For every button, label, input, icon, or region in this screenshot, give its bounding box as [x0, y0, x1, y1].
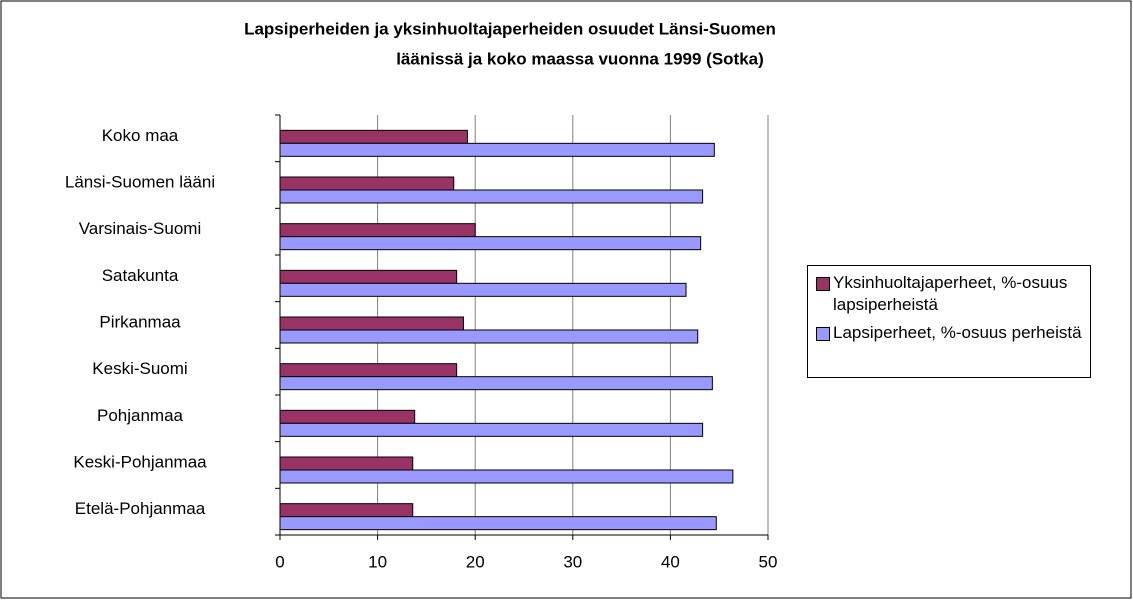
bar	[279, 409, 416, 424]
y-tick-label: Etelä-Pohjanmaa	[75, 499, 206, 518]
legend: Yksinhuoltajaperheet, %-osuus lapsiperhe…	[807, 265, 1091, 378]
legend-swatch	[816, 277, 830, 291]
bar	[279, 189, 704, 204]
bar	[279, 329, 699, 344]
chart-title: läänissä ja koko maassa vuonna 1999 (Sot…	[396, 49, 764, 68]
y-tick-label: Koko maa	[102, 126, 179, 145]
chart-title: Lapsiperheiden ja yksinhuoltajaperheiden…	[244, 19, 776, 38]
bar	[279, 223, 476, 238]
bar	[279, 236, 702, 251]
x-tick-label: 20	[466, 552, 485, 571]
x-tick-label: 10	[368, 552, 387, 571]
bar	[279, 456, 414, 471]
y-tick-label: Varsinais-Suomi	[79, 219, 202, 238]
bar	[279, 142, 715, 157]
legend-swatch	[816, 327, 830, 341]
legend-label: Lapsiperheet, %-osuus perheistä	[833, 323, 1082, 342]
y-tick-label: Keski-Pohjanmaa	[73, 452, 207, 471]
bar	[279, 129, 468, 144]
y-tick-label: Satakunta	[102, 266, 179, 285]
y-tick-label: Pohjanmaa	[97, 406, 184, 425]
x-tick-label: 40	[661, 552, 680, 571]
bar	[279, 503, 414, 518]
bar	[279, 269, 458, 284]
x-tick-label: 30	[563, 552, 582, 571]
bar	[279, 282, 687, 297]
x-tick-label: 0	[275, 552, 284, 571]
y-tick-label: Pirkanmaa	[99, 312, 181, 331]
bar	[279, 469, 734, 484]
legend-item: Yksinhuoltajaperheet, %-osuus lapsiperhe…	[816, 272, 1082, 316]
legend-label: Yksinhuoltajaperheet, %-osuus lapsiperhe…	[833, 273, 1068, 314]
bar	[279, 316, 464, 331]
bar	[279, 363, 458, 378]
bar	[279, 422, 704, 437]
bar	[279, 516, 717, 531]
bar	[279, 176, 455, 191]
bar	[279, 376, 713, 391]
legend-item: Lapsiperheet, %-osuus perheistä	[816, 322, 1082, 344]
y-tick-label: Länsi-Suomen lääni	[65, 172, 215, 191]
x-tick-label: 50	[759, 552, 778, 571]
y-tick-label: Keski-Suomi	[92, 359, 187, 378]
